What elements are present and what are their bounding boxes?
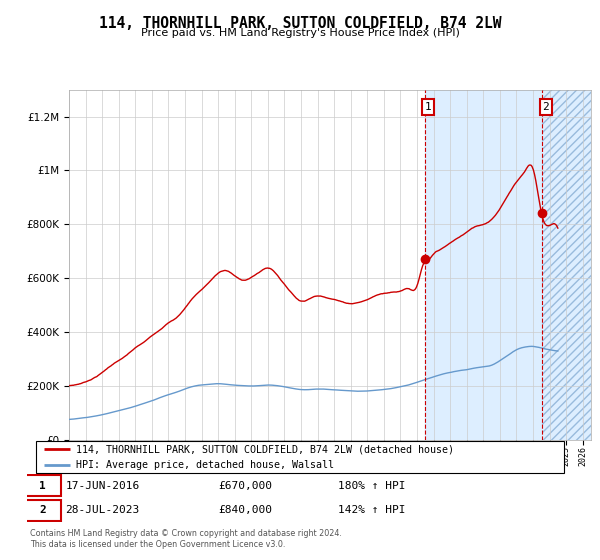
- Text: 2: 2: [39, 506, 46, 516]
- Text: 114, THORNHILL PARK, SUTTON COLDFIELD, B74 2LW (detached house): 114, THORNHILL PARK, SUTTON COLDFIELD, B…: [76, 444, 454, 454]
- FancyBboxPatch shape: [24, 475, 61, 496]
- FancyBboxPatch shape: [36, 441, 564, 473]
- Bar: [542, 90, 591, 440]
- Text: 142% ↑ HPI: 142% ↑ HPI: [338, 506, 406, 516]
- Text: 1: 1: [425, 102, 431, 112]
- Text: 17-JUN-2016: 17-JUN-2016: [65, 480, 139, 491]
- Text: Contains HM Land Registry data © Crown copyright and database right 2024.
This d: Contains HM Land Registry data © Crown c…: [30, 529, 342, 549]
- Text: 1: 1: [39, 480, 46, 491]
- Text: 114, THORNHILL PARK, SUTTON COLDFIELD, B74 2LW: 114, THORNHILL PARK, SUTTON COLDFIELD, B…: [99, 16, 501, 31]
- Bar: [425, 90, 542, 440]
- Bar: [542, 90, 591, 440]
- Text: £840,000: £840,000: [218, 506, 272, 516]
- Text: 2: 2: [542, 102, 549, 112]
- Text: 28-JUL-2023: 28-JUL-2023: [65, 506, 139, 516]
- Text: 180% ↑ HPI: 180% ↑ HPI: [338, 480, 406, 491]
- Text: HPI: Average price, detached house, Walsall: HPI: Average price, detached house, Wals…: [76, 460, 334, 470]
- FancyBboxPatch shape: [24, 500, 61, 521]
- Text: Price paid vs. HM Land Registry's House Price Index (HPI): Price paid vs. HM Land Registry's House …: [140, 28, 460, 38]
- Text: £670,000: £670,000: [218, 480, 272, 491]
